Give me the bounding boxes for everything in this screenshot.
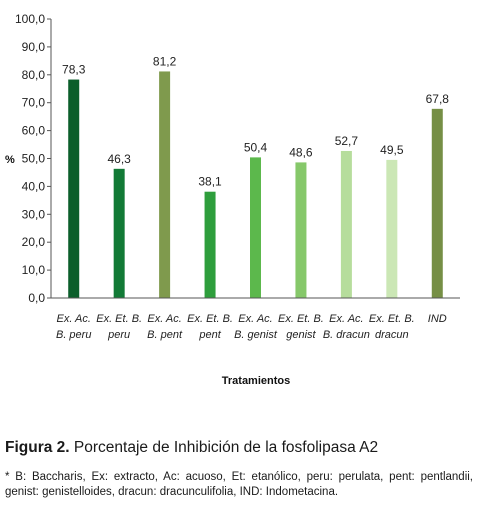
bar-value-label: 81,2 [153, 54, 177, 68]
figure-title-text: Porcentaje de Inhibición de la fosfolipa… [73, 439, 379, 456]
x-tick-label: Ex. Et. B. [187, 313, 233, 325]
figure-label: Figura 2. [5, 439, 70, 456]
y-tick-label: 50,0 [22, 152, 46, 166]
x-tick-label: B. peru [56, 329, 91, 341]
y-axis: 0,0 10,0 20,0 30,0 40,0 50,0 60,0 70,0 80,0 90,0 1… [15, 12, 52, 305]
bar-value-label: 50,4 [244, 140, 268, 154]
x-tick-label: Ex. Ac. [329, 313, 363, 325]
bar-chart: 0,0 10,0 20,0 30,0 40,0 50,0 60,0 70,0 80,0 90,0 1… [5, 12, 460, 387]
x-tick-label: B. genist [234, 329, 278, 341]
x-axis: Ex. Ac. B. peru Ex. Et. B. peru Ex. Ac. B. pe… [51, 297, 460, 341]
x-tick-label: genist [286, 329, 316, 341]
y-tick-label: 40,0 [22, 179, 46, 193]
x-tick-label: Ex. Et. B. [96, 313, 142, 325]
y-tick-label: 70,0 [22, 96, 46, 110]
x-tick-label: pent [198, 329, 221, 341]
x-tick-label: Ex. Ac. [238, 313, 272, 325]
y-tick-label: 80,0 [22, 68, 46, 82]
bar-value-label: 67,8 [426, 92, 450, 106]
y-tick-label: 10,0 [22, 263, 46, 277]
x-tick-label: dracun [375, 329, 409, 341]
figure-title: Figura 2. Porcentaje de Inhibición de la… [5, 438, 473, 458]
x-tick-label: peru [107, 329, 130, 341]
x-tick-label: B. dracun [323, 329, 370, 341]
x-tick-label: Ex. Ac. [147, 313, 181, 325]
bar [204, 191, 216, 298]
bar [295, 162, 307, 298]
x-tick-label: Ex. Et. B. [369, 313, 415, 325]
figure-note: * B: Baccharis, Ex: extracto, Ac: acuoso… [5, 471, 473, 498]
bar [431, 108, 443, 298]
bar-value-label: 52,7 [335, 134, 359, 148]
bar-value-label: 48,6 [289, 145, 313, 159]
x-tick-label: Ex. Et. B. [278, 313, 324, 325]
y-tick-label: 100,0 [15, 12, 45, 26]
y-tick-label: 90,0 [22, 40, 46, 54]
bar-value-label: 49,5 [380, 143, 404, 157]
y-tick-label: 20,0 [22, 235, 46, 249]
bar [113, 168, 125, 298]
figure-caption: Figura 2. Porcentaje de Inhibición de la… [5, 438, 473, 499]
x-tick-label: B. pent [147, 329, 183, 341]
y-tick-label: 0,0 [28, 291, 45, 305]
bar-value-label: 38,1 [198, 175, 222, 189]
x-tick-label: Ex. Ac. [57, 313, 91, 325]
bar [386, 159, 398, 298]
bar [68, 79, 80, 298]
y-tick-label: 60,0 [22, 124, 46, 138]
bar-value-label: 78,3 [62, 63, 86, 77]
bar [159, 71, 171, 299]
bar-value-label: 46,3 [107, 152, 131, 166]
y-tick-label: 30,0 [22, 207, 46, 221]
x-tick-label: IND [428, 313, 447, 325]
bar [250, 157, 261, 298]
bar [340, 150, 352, 298]
y-axis-title: % [5, 154, 15, 166]
x-axis-title: Tratamientos [222, 375, 290, 387]
bars: 78,3 46,3 81,2 38,1 50,4 48,6 52,7 49,5 67,8 [62, 54, 450, 299]
